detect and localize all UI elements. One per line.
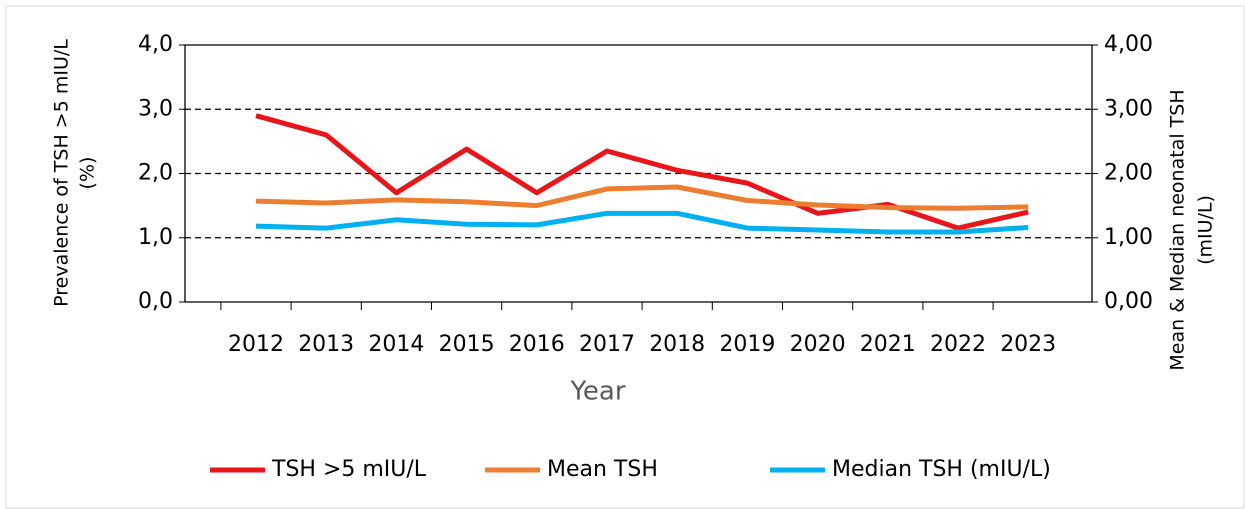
x-tick-label: 2018 bbox=[649, 332, 705, 357]
x-tick-label: 2017 bbox=[579, 332, 635, 357]
legend-label: Mean TSH bbox=[547, 457, 658, 482]
x-tick-label: 2013 bbox=[298, 332, 354, 357]
x-tick-label: 2014 bbox=[368, 332, 424, 357]
x-tick-label: 2020 bbox=[790, 332, 846, 357]
y2-tick-label: 1,00 bbox=[1104, 225, 1153, 250]
y2-tick-label: 2,00 bbox=[1104, 161, 1153, 186]
legend-label: Median TSH (mIU/L) bbox=[832, 457, 1051, 482]
y2-tick-label: 3,00 bbox=[1104, 96, 1153, 121]
y-tick-label: 2,0 bbox=[138, 161, 173, 186]
y-tick-label: 1,0 bbox=[138, 225, 173, 250]
y2-tick-label: 4,00 bbox=[1104, 32, 1153, 57]
y-tick-label: 4,0 bbox=[138, 32, 173, 57]
x-tick-label: 2022 bbox=[930, 332, 986, 357]
x-axis-title: Year bbox=[569, 377, 625, 407]
series-line bbox=[255, 210, 1029, 235]
series-line bbox=[255, 184, 1029, 211]
y-axis-title: (%) bbox=[77, 157, 99, 190]
y-tick-label: 0,0 bbox=[138, 289, 173, 314]
x-tick-label: 2019 bbox=[719, 332, 775, 357]
y2-axis-title: Mean & Median neonatal TSH bbox=[1167, 89, 1189, 370]
x-tick-label: 2023 bbox=[1000, 332, 1056, 357]
x-tick-label: 2021 bbox=[860, 332, 916, 357]
x-tick-label: 2012 bbox=[228, 332, 284, 357]
legend-label: TSH >5 mIU/L bbox=[271, 457, 427, 482]
y2-tick-label: 0,00 bbox=[1104, 289, 1153, 314]
x-tick-label: 2015 bbox=[439, 332, 495, 357]
y-axis-title: Prevalence of TSH >5 mIU/L bbox=[51, 39, 73, 307]
y-tick-label: 3,0 bbox=[138, 96, 173, 121]
chart-frame bbox=[5, 5, 1245, 509]
y2-axis-title: (mIU/L) bbox=[1195, 195, 1217, 265]
x-tick-label: 2016 bbox=[509, 332, 565, 357]
